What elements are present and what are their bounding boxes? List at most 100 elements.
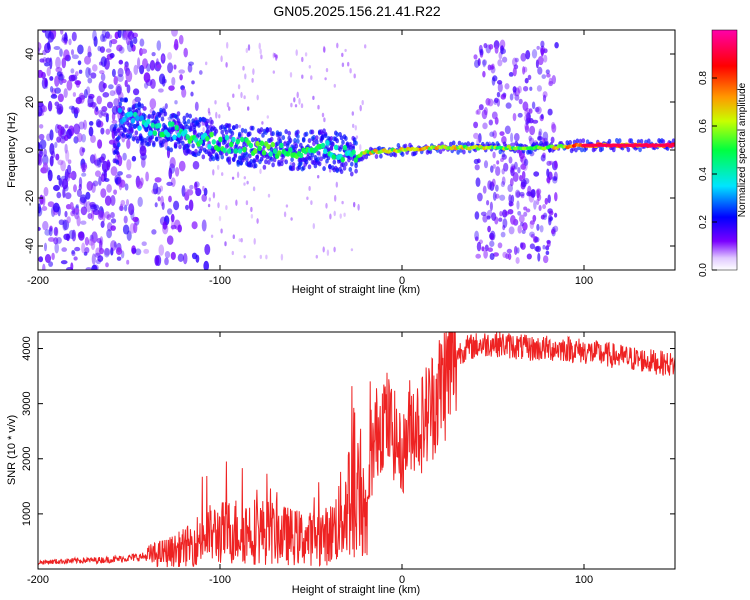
spectrogram-blob <box>317 161 322 167</box>
spectrogram-blob <box>121 132 125 138</box>
spectrogram-blob <box>510 194 515 204</box>
spectrogram-blob <box>256 94 259 101</box>
spectrogram-blob <box>179 74 183 81</box>
spectrogram-blob <box>97 139 103 149</box>
spectrogram-blob <box>349 68 352 74</box>
spectrogram-blob <box>54 87 61 94</box>
spectrogram-blob <box>353 73 356 79</box>
spectrogram-blob <box>191 252 198 260</box>
spectrogram-blob <box>135 115 140 121</box>
spectrogram-blob <box>216 146 221 152</box>
spectrogram-blob <box>114 131 118 137</box>
spectrogram-blob <box>122 152 127 161</box>
spectrogram-blob <box>253 148 258 154</box>
spectrogram-blob <box>42 49 47 56</box>
spectrogram-blob <box>488 44 494 50</box>
spectrogram-blob <box>269 156 274 162</box>
spectrogram-blob <box>536 135 542 141</box>
spectrogram-blob <box>495 166 501 177</box>
spectrogram-blob <box>62 187 66 199</box>
spectrogram-blob <box>164 257 169 266</box>
spectrogram-blob <box>58 128 63 137</box>
spectrogram-blob <box>235 199 238 206</box>
spectrogram-blob <box>245 200 249 206</box>
spectrogram-blob <box>529 220 535 230</box>
spectrogram-blob <box>639 138 644 144</box>
spectrogram-blob <box>510 167 515 177</box>
spectrogram-blob <box>171 30 178 37</box>
spectrogram-blob <box>232 93 235 98</box>
spectrogram-blob <box>247 106 250 111</box>
spectrogram-blob <box>111 105 119 115</box>
spectrogram-blob <box>55 56 61 69</box>
spectrogram-blob <box>347 61 350 67</box>
spectrogram-blob <box>88 67 92 76</box>
spectrogram-blob <box>115 247 123 255</box>
spectrogram-blob <box>252 68 255 75</box>
spectrogram-blob <box>523 158 529 166</box>
spectrogram-blob <box>139 64 145 75</box>
spectrogram-blob <box>49 76 54 81</box>
spectrogram-blob <box>328 164 332 170</box>
snr-frame <box>37 331 676 570</box>
spectrogram-blob <box>354 124 357 131</box>
spectrogram-blob <box>125 35 131 46</box>
spectrogram-blob <box>218 215 222 222</box>
spectrogram-blob <box>203 260 210 270</box>
spectrogram-blob <box>110 38 118 45</box>
spectrogram-blob <box>339 135 344 141</box>
colorbar-tick-label: 0.4 <box>698 167 709 181</box>
spectrogram-blob <box>249 162 254 168</box>
spectrogram-blob <box>524 124 530 133</box>
colorbar-label: Normalized spectral amplitude <box>737 82 748 217</box>
spectrogram-blob <box>104 195 112 206</box>
spectrogram-blob <box>496 91 501 98</box>
spectrogram-blob <box>551 121 556 130</box>
snr-x-tick-label: 0 <box>399 574 405 586</box>
spectrogram-blob <box>284 129 289 135</box>
spectrogram-blob <box>546 73 551 78</box>
spectrogram-blob <box>525 208 531 213</box>
spectrogram-blob <box>128 107 133 113</box>
spectrogram-blob <box>237 131 242 137</box>
spectrogram-blob <box>113 98 120 107</box>
spectrogram-blob <box>377 145 382 151</box>
spectrogram-blob <box>324 77 327 81</box>
spectrogram-blob <box>536 223 540 231</box>
spectrogram-blob <box>259 254 262 260</box>
spectrogram-blob <box>49 86 54 93</box>
spectrogram-blob <box>478 133 482 143</box>
spectrogram-blob <box>61 78 67 84</box>
spectrogram-blob <box>185 112 189 118</box>
spectrogram-blob <box>47 201 55 208</box>
spectrogram-blob <box>269 136 274 142</box>
spectrogram-blob <box>150 122 155 129</box>
spectrogram-blob <box>240 91 243 99</box>
spectrogram-blob <box>170 224 177 230</box>
spectrogram-blob <box>482 59 486 68</box>
spectrogram-blob <box>110 166 118 176</box>
spectrogram-blob <box>271 131 275 137</box>
spectrogram-blob <box>272 70 275 74</box>
spectrogram-blob <box>134 248 142 256</box>
spectrogram-blob <box>92 64 98 72</box>
spectrogram-blob <box>96 157 102 168</box>
spectrogram-blob <box>532 119 539 124</box>
spectrogram-blob <box>333 210 336 217</box>
spectrogram-blob <box>166 146 171 151</box>
spectrogram-blob <box>51 150 56 159</box>
spectrogram-blob <box>493 252 499 257</box>
spectrogram-blob <box>264 159 268 165</box>
spectrogram-blob <box>515 191 521 198</box>
spectrogram-blob <box>325 68 329 73</box>
spectrogram-blob <box>323 46 326 53</box>
spectrogram-blob <box>164 251 171 259</box>
spectrogram-blob <box>506 248 513 254</box>
spectrogram-blob <box>350 248 354 252</box>
spectrogram-blob <box>554 212 558 218</box>
spectrogram-x-ticks: -200 -100 0 100 <box>27 30 593 287</box>
spectrogram-blob <box>168 167 173 180</box>
spectrogram-blob <box>49 225 53 232</box>
spectrogram-blob <box>504 125 511 135</box>
